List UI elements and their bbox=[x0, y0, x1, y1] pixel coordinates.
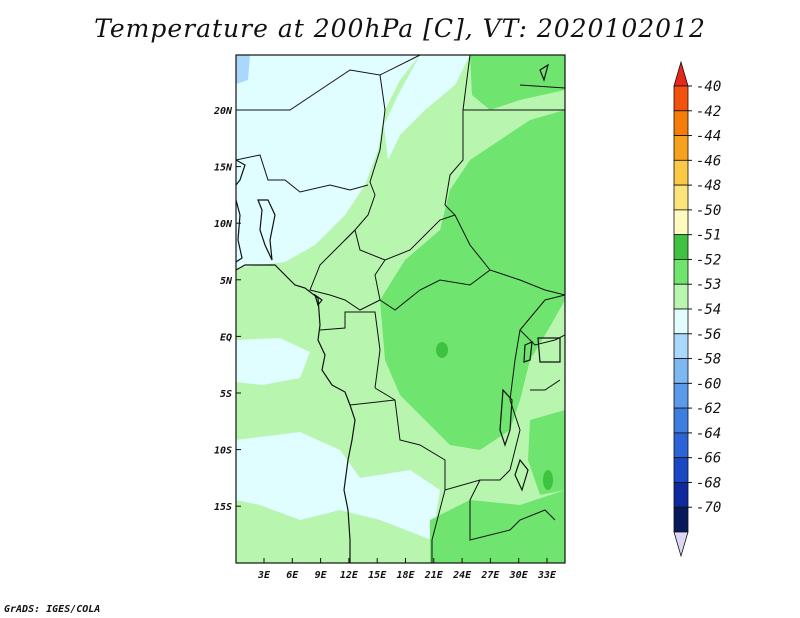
field-cyan-northeast bbox=[384, 55, 470, 160]
longitude-axis: 3E 6E 9E 12E 15E 18E 21E 24E 27E 30E 33E bbox=[257, 558, 557, 581]
legend-label: -70 bbox=[696, 500, 721, 516]
legend-label: -40 bbox=[696, 79, 721, 95]
legend-color-box bbox=[673, 358, 689, 384]
legend-color-box bbox=[673, 482, 689, 508]
legend-color-box bbox=[673, 135, 689, 161]
legend-color-box bbox=[673, 407, 689, 434]
lon-tick-label: 21E bbox=[424, 570, 444, 581]
legend-color-box bbox=[673, 457, 689, 483]
software-credit: GrADS: IGES/COLA bbox=[4, 604, 101, 615]
lat-tick-label: 10S bbox=[214, 446, 232, 457]
field-darkgreen-spot2 bbox=[543, 470, 553, 490]
lon-tick-label: 6E bbox=[286, 570, 299, 581]
temperature-field bbox=[236, 55, 565, 563]
field-green-central bbox=[380, 110, 565, 450]
legend-color-box bbox=[673, 184, 689, 211]
lon-tick-label: 3E bbox=[257, 570, 271, 581]
lon-tick-label: 24E bbox=[452, 570, 472, 581]
legend-label: -66 bbox=[696, 451, 721, 467]
legend-label: -58 bbox=[696, 352, 721, 368]
field-green-southeast bbox=[430, 490, 565, 563]
lat-tick-label: 15S bbox=[214, 502, 232, 513]
lat-tick-label: 20N bbox=[213, 106, 233, 117]
lon-tick-label: 33E bbox=[537, 570, 557, 581]
legend-label: -51 bbox=[696, 228, 721, 244]
legend-color-box bbox=[673, 283, 689, 310]
legend-color-box bbox=[673, 382, 689, 409]
legend-arrow-top bbox=[673, 60, 689, 87]
legend-label: -52 bbox=[696, 252, 721, 268]
lon-tick-label: 12E bbox=[340, 570, 359, 581]
legend-label: -60 bbox=[696, 376, 721, 392]
lat-tick-label: 10N bbox=[214, 219, 233, 230]
legend-arrow-bottom bbox=[673, 531, 689, 558]
country-borders bbox=[236, 55, 565, 563]
lon-tick-label: 15E bbox=[368, 570, 387, 581]
legend-label: -44 bbox=[696, 129, 721, 145]
legend-label: -54 bbox=[696, 302, 721, 318]
legend-color-box bbox=[673, 333, 689, 359]
legend-color-box bbox=[673, 432, 689, 459]
lat-tick-label: 5S bbox=[220, 389, 232, 400]
legend-label: -64 bbox=[696, 426, 721, 442]
legend-label: -50 bbox=[696, 203, 721, 219]
legend-label: -48 bbox=[696, 178, 721, 194]
field-blue-corner bbox=[236, 55, 250, 84]
legend-color-box bbox=[673, 308, 689, 335]
legend-label: -46 bbox=[696, 153, 721, 169]
lon-tick-label: 18E bbox=[396, 570, 415, 581]
legend-color-box bbox=[673, 159, 689, 186]
legend-label: -53 bbox=[696, 277, 721, 293]
legend-color-box bbox=[673, 259, 689, 285]
legend-color-box bbox=[673, 234, 689, 260]
plot-frame bbox=[235, 54, 566, 564]
field-green-east bbox=[528, 410, 565, 495]
lat-tick-label: EQ bbox=[220, 332, 232, 343]
legend-color-box bbox=[673, 85, 689, 112]
legend-label: -42 bbox=[696, 104, 721, 120]
field-cyan-west bbox=[236, 338, 310, 385]
lon-tick-label: 30E bbox=[509, 570, 529, 581]
legend-label: -62 bbox=[696, 401, 721, 417]
lon-tick-label: 27E bbox=[480, 570, 500, 581]
legend-color-box bbox=[673, 506, 689, 533]
legend-color-box bbox=[673, 110, 689, 136]
color-legend: -40 -42 -44 -46 -48 -50 -51 -52 -53 -54 -56 -58 -60 -… bbox=[673, 60, 721, 558]
coastline bbox=[236, 63, 561, 563]
legend-label: -68 bbox=[696, 475, 721, 491]
latitude-axis: 20N 15N 10N 5N EQ 5S 10S 15S bbox=[213, 106, 241, 513]
lat-tick-label: 15N bbox=[214, 163, 233, 174]
field-cyan-southwest bbox=[236, 432, 440, 540]
field-cyan-north bbox=[236, 55, 420, 268]
legend-color-box bbox=[673, 209, 689, 236]
chart-title: Temperature at 200hPa [C], VT: 202010201… bbox=[94, 14, 706, 43]
legend-label: -56 bbox=[696, 327, 721, 343]
lon-tick-label: 9E bbox=[315, 570, 328, 581]
field-darkgreen-spot1 bbox=[436, 342, 448, 358]
lat-tick-label: 5N bbox=[220, 276, 233, 287]
